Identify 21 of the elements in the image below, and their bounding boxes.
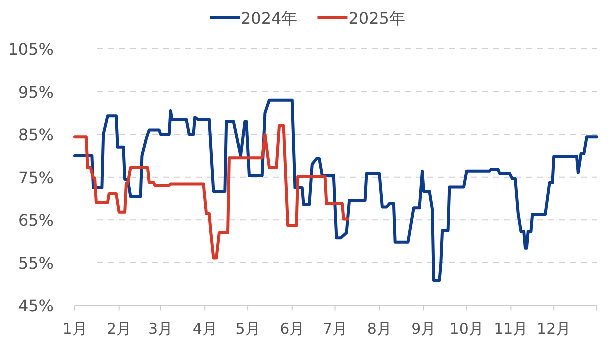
y-tick-label: 55%	[18, 254, 54, 273]
x-tick-label: 10月	[450, 320, 484, 338]
y-tick-label: 85%	[18, 126, 54, 145]
x-tick-label: 12月	[537, 320, 572, 338]
y-tick-label: 105%	[8, 40, 54, 59]
x-tick-label: 7月	[323, 320, 348, 338]
x-tick-label: 3月	[148, 320, 174, 338]
x-tick-label: 1月	[62, 320, 88, 338]
x-tick-label: 5月	[236, 320, 260, 338]
y-tick-label: 65%	[18, 211, 54, 230]
x-tick-label: 11月	[494, 320, 528, 338]
x-tick-label: 4月	[192, 320, 218, 338]
y-tick-label: 95%	[18, 82, 54, 102]
y-tick-label: 45%	[18, 296, 54, 316]
x-tick-label: 8月	[367, 320, 392, 338]
legend-label: 2025年	[348, 9, 406, 28]
x-tick-label: 9月	[412, 320, 436, 338]
x-tick-label: 6月	[280, 320, 305, 338]
x-tick-label: 2月	[107, 320, 132, 338]
legend-label: 2024年	[241, 9, 298, 28]
y-tick-label: 75%	[18, 168, 54, 188]
